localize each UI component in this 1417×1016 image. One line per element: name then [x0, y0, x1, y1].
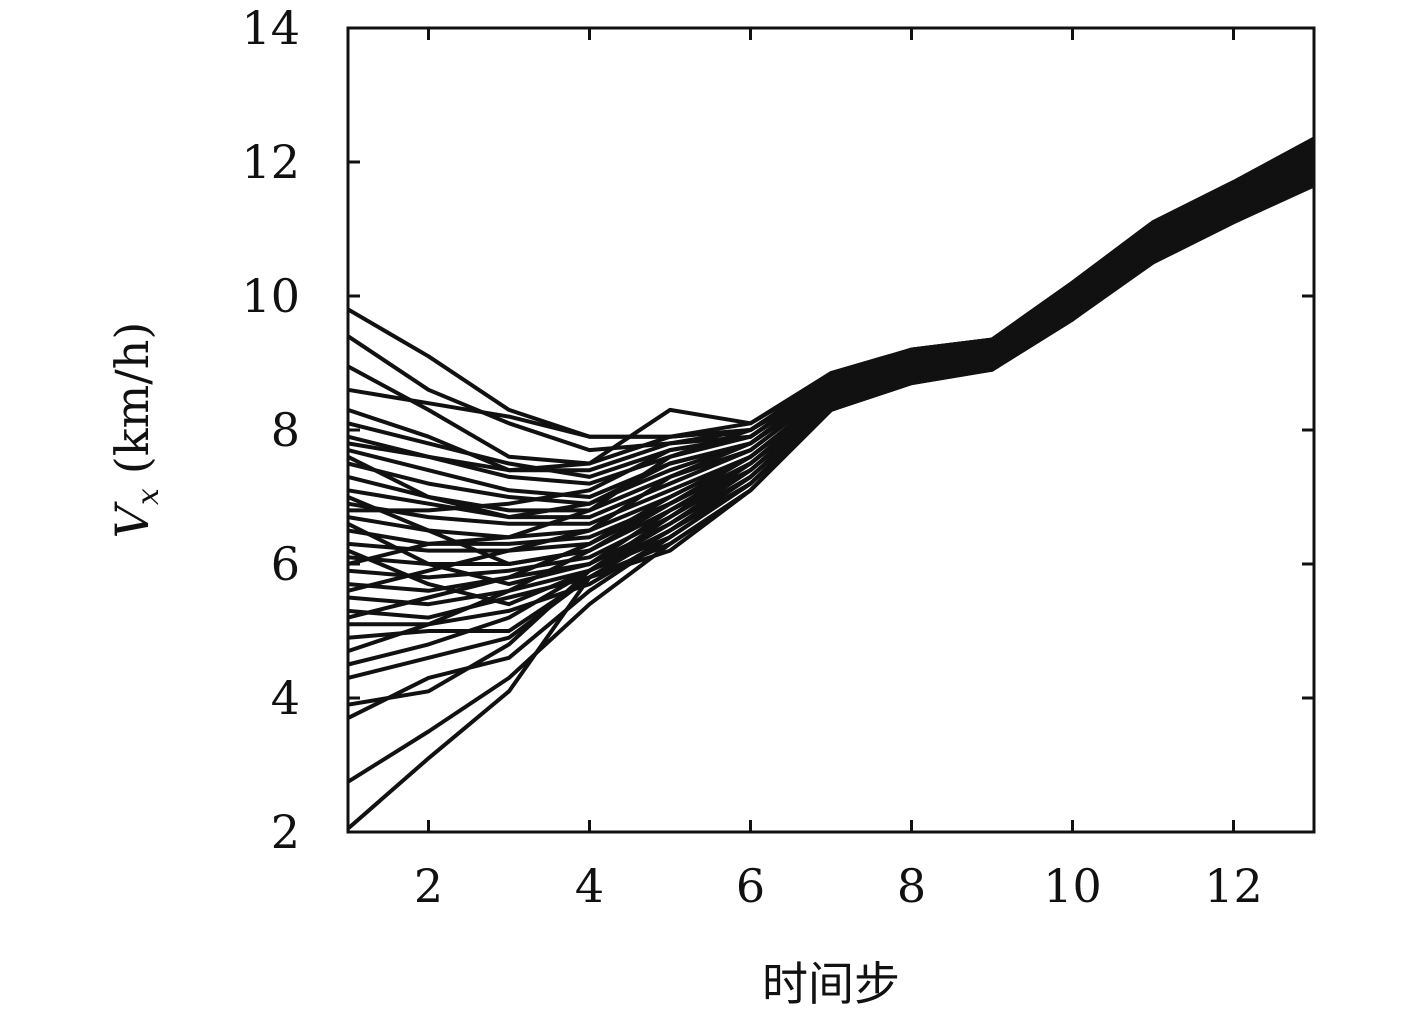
x-tick-label-12: 12 [1204, 859, 1263, 913]
y-tick-label-6: 6 [271, 537, 300, 591]
x-tick-label-4: 4 [575, 859, 604, 913]
series-line-32 [347, 160, 1315, 566]
series-line-25 [347, 173, 1315, 707]
y-axis-label: Vx (km/h) [105, 322, 166, 539]
x-tick-label-2: 2 [414, 859, 443, 913]
series-line-37 [347, 156, 1315, 520]
y-axis-label-subscript: x [131, 488, 166, 505]
series-line-9 [347, 156, 1315, 506]
series-line-29 [347, 140, 1315, 473]
series-line-3 [347, 136, 1315, 439]
series-line-28 [346, 183, 1315, 831]
y-tick-label-2: 2 [271, 805, 300, 859]
series-line-38 [348, 153, 1315, 513]
series-layer [346, 136, 1315, 831]
series-line-35 [347, 163, 1315, 620]
x-tick-label-8: 8 [897, 859, 926, 913]
x-axis-label: 时间步 [762, 957, 900, 1011]
series-line-36 [347, 166, 1315, 653]
y-axis-label-unit: (km/h) [105, 322, 159, 475]
ticks-layer: 2 4 6 8 10 12 2 4 6 8 10 12 14 [241, 1, 1314, 913]
y-axis-label-symbol: V [105, 500, 159, 538]
series-line-5 [347, 143, 1315, 473]
y-tick-label-14: 14 [241, 1, 300, 55]
plot-frame [346, 26, 1316, 834]
x-tick-label-6: 6 [736, 859, 765, 913]
y-tick-label-4: 4 [271, 671, 300, 725]
labels-layer: 时间步 Vx (km/h) [105, 322, 900, 1011]
y-tick-label-8: 8 [271, 403, 300, 457]
series-line-27 [346, 180, 1315, 784]
series-line-26 [347, 176, 1315, 720]
y-tick-label-10: 10 [241, 269, 300, 323]
y-tick-label-12: 12 [241, 135, 300, 189]
x-tick-label-10: 10 [1043, 859, 1102, 913]
series-line-6 [347, 146, 1315, 479]
series-line-7 [347, 150, 1315, 486]
